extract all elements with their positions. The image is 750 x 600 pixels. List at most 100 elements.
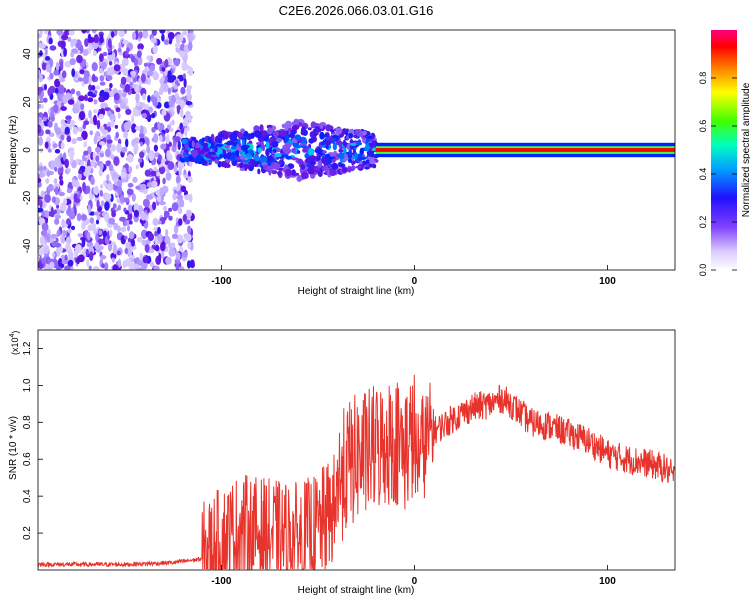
spectrogram-speckle (101, 263, 105, 269)
spectrogram-speckle (38, 42, 43, 48)
spectrogram-speckle (107, 38, 112, 49)
spectrogram-speckle (64, 265, 71, 270)
spectrogram-speckle (141, 102, 146, 108)
spectrogram-speckle (148, 106, 154, 113)
spectrogram-speckle (38, 86, 44, 92)
spectrogram-speckle (53, 178, 58, 185)
spectrogram-speckle (137, 56, 143, 66)
spectrogram-band-speckle (335, 127, 343, 135)
spectrogram-speckle (56, 30, 64, 35)
spectrogram-band-speckle (207, 151, 216, 155)
spectrogram-speckle (159, 30, 166, 34)
spectrogram-speckle (126, 188, 134, 196)
spectrogram-speckle (115, 107, 121, 113)
spectrogram-band-speckle (242, 159, 251, 163)
spectrogram-speckle (179, 198, 185, 208)
spectrogram-speckle (39, 235, 45, 246)
spectrogram-speckle (134, 126, 141, 131)
spectrogram-y-tick-label: -20 (22, 190, 33, 205)
spectrogram-speckle (93, 114, 97, 125)
spectrogram-speckle (127, 225, 130, 232)
spectrogram-speckle (67, 99, 75, 105)
spectrogram-band-speckle (302, 147, 307, 153)
spectrogram-speckle (87, 97, 94, 103)
spectrogram-speckle (170, 242, 176, 248)
spectrogram-speckle (131, 114, 135, 124)
spectrogram-speckle (88, 84, 93, 91)
spectrogram-speckle (103, 262, 109, 270)
spectrogram-speckle (81, 214, 87, 221)
spectrogram-speckle (172, 192, 177, 201)
spectrogram-speckle (53, 69, 60, 76)
spectrogram-speckle (54, 186, 59, 196)
spectrogram-band-speckle (245, 145, 250, 148)
spectrogram-speckle (81, 237, 86, 248)
spectrogram-band-speckle (274, 153, 282, 158)
spectrogram-speckle (86, 231, 91, 241)
snr-scale-exponent: 4 (9, 333, 16, 337)
spectrogram-speckle (45, 178, 50, 184)
spectrogram-speckle (106, 183, 114, 191)
snr-y-tick-label: 0.8 (22, 415, 33, 429)
spectrogram-speckle (76, 90, 81, 96)
spectrogram-speckle (135, 101, 141, 107)
spectrogram-speckle (62, 152, 67, 162)
colorbar-tick-label: 0.4 (698, 168, 708, 181)
spectrogram-speckle (56, 229, 61, 237)
spectrogram-speckle (92, 50, 97, 56)
spectrogram-speckle (146, 137, 150, 147)
spectrogram-band-speckle (257, 135, 266, 143)
spectrogram-speckle (44, 194, 51, 203)
spectrogram-band-speckle (245, 153, 251, 158)
spectrogram-band-speckle (193, 139, 199, 143)
spectrogram-speckle (76, 213, 82, 222)
spectrogram-speckle (187, 176, 193, 183)
spectrogram-speckle (49, 261, 55, 269)
spectrogram-speckle (180, 126, 185, 135)
spectrogram-speckle (106, 75, 113, 81)
spectrogram-speckle (90, 159, 96, 167)
spectrogram-speckle (38, 136, 43, 146)
spectrogram-speckle (38, 198, 42, 206)
spectrogram-speckle (140, 141, 143, 147)
spectrogram-band-speckle (271, 170, 278, 175)
spectrogram-speckle (119, 101, 127, 110)
spectrogram-speckle (160, 76, 165, 81)
spectrogram-speckle (165, 256, 172, 265)
spectrogram-band-speckle (266, 165, 274, 172)
snr-frame (37, 329, 676, 571)
spectrogram-speckle (150, 170, 158, 177)
chart-title: C2E6.2026.066.03.01.G16 (279, 3, 434, 18)
spectrogram-speckle (68, 30, 75, 36)
spectrogram-speckle (41, 61, 47, 71)
spectrogram-band-speckle (267, 127, 273, 135)
spectrogram-speckle (132, 77, 137, 83)
spectrogram-speckle (91, 73, 96, 83)
spectrogram-speckle (104, 201, 110, 211)
spectrogram-speckle (153, 144, 158, 152)
snr-scale-label: (x104) (9, 331, 20, 355)
spectrogram-speckle (116, 250, 121, 256)
spectrogram-band-speckle (235, 150, 240, 157)
spectrogram-band-speckle (188, 155, 194, 162)
spectrogram-speckle (138, 133, 145, 139)
spectrogram-speckle (124, 235, 128, 240)
spectrogram-speckle (83, 150, 89, 156)
spectrogram-speckle (108, 61, 113, 66)
spectrogram-speckle (137, 267, 144, 270)
spectrogram-speckle (171, 202, 179, 212)
spectrogram-speckle (180, 185, 187, 193)
spectrogram-speckle (65, 236, 72, 245)
spectrogram-speckle (161, 249, 165, 260)
spectrogram-band-speckle (300, 127, 305, 134)
spectrogram-band-speckle (231, 145, 236, 150)
spectrogram-speckle (48, 161, 52, 168)
spectrogram-speckle (68, 149, 75, 158)
spectrogram-band-speckle (199, 150, 205, 155)
spectrogram-speckle (51, 241, 57, 247)
spectrogram-speckle (60, 124, 66, 133)
spectrogram-speckle (134, 143, 139, 153)
spectrogram-band-speckle (335, 140, 343, 146)
spectrogram-band-speckle (305, 157, 311, 164)
